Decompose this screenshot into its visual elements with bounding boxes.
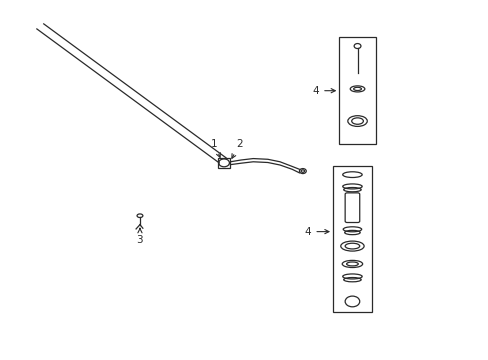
Bar [218,158,230,168]
Text: 3: 3 [136,229,143,244]
Text: 4: 4 [304,226,328,237]
Text: 4: 4 [312,86,335,96]
Text: 1: 1 [211,139,220,157]
Bar [339,37,375,144]
Bar [332,166,371,312]
Text: 2: 2 [231,139,243,158]
